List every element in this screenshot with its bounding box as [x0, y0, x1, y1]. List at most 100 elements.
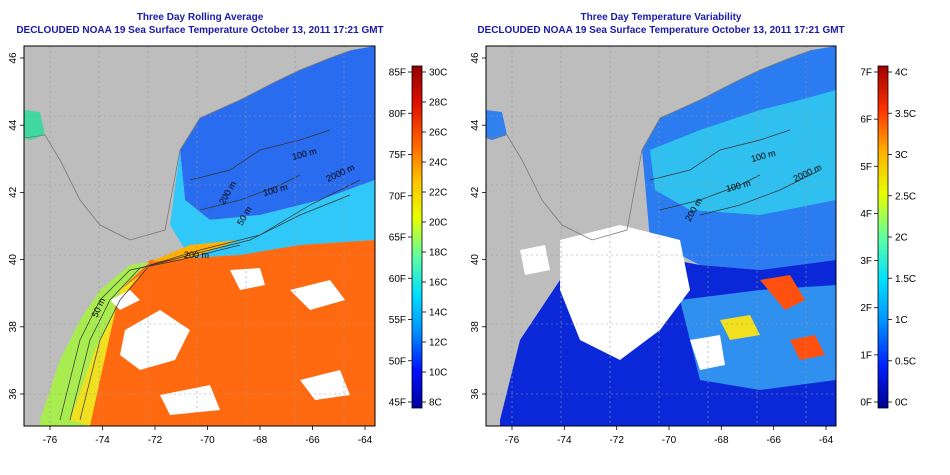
colorbar-label-c: 1C [895, 315, 908, 326]
coastline [24, 49, 353, 241]
map-right [486, 46, 836, 426]
colorbar-label-c: 2C [895, 233, 908, 244]
sst-coastal-green [40, 262, 150, 426]
cloud-gap [690, 335, 725, 370]
contour-label: 200 m [184, 250, 209, 260]
x-tick-label: -72 [148, 435, 163, 446]
colorbar-label-c: 1.5C [895, 274, 916, 285]
colorbar-label-f: 1F [860, 350, 872, 361]
x-tick-label: -72 [609, 435, 624, 446]
y-tick-label: 38 [470, 321, 481, 333]
colorbar-label-f: 6F [860, 115, 872, 126]
y-tick-label: 36 [470, 388, 481, 400]
colorbar-right [877, 65, 889, 409]
cloud-gap [300, 370, 350, 400]
y-tick-label: 36 [8, 388, 19, 400]
graticule [486, 46, 836, 426]
sst-north-cold [180, 46, 375, 220]
x-tick-label: -70 [662, 435, 677, 446]
cloud-gap [120, 310, 190, 370]
map-title-left: Three Day Rolling Average DECLOUDED NOAA… [0, 11, 400, 37]
y-tick-label: 38 [8, 321, 19, 333]
var-hot-streak [790, 335, 825, 360]
sst-coastal-yellow [70, 275, 140, 426]
x-tick-label: -66 [766, 435, 781, 446]
graticule [24, 46, 375, 426]
cloud-gap [160, 385, 220, 415]
colorbar-label-c: 0.5C [895, 356, 916, 367]
cloud-gap [230, 268, 265, 290]
colorbar-label-f: 3F [860, 256, 872, 267]
colorbar-label-c: 16C [429, 278, 447, 289]
colorbar-label-f: 75F [389, 150, 406, 161]
x-tick-label: -76 [505, 435, 520, 446]
colorbar-label-c: 8C [429, 398, 442, 409]
colorbar-right-labels: 7F 6F 5F 4F 3F 2F 1F 0F 4C 3.5C 3C 2.5C 2C 1.5C 1C 0.5C… [860, 68, 916, 409]
x-tick-label: -68 [714, 435, 729, 446]
colorbar-label-c: 4C [895, 68, 908, 79]
colorbar-left-labels: 85F 80F 75F 70F 65F 60F 55F 50F 45F 30C 28C 26C 24C 2… [389, 68, 448, 409]
x-tick-label: -76 [43, 435, 58, 446]
bathymetry-contours [649, 129, 821, 216]
y-tick-label: 46 [8, 52, 19, 64]
colorbar-label-c: 3.5C [895, 109, 916, 120]
colorbar-label-c: 14C [429, 308, 447, 319]
colorbar-label-f: 5F [860, 162, 872, 173]
map-title: Three Day Rolling Average [136, 12, 264, 23]
map-title: Three Day Temperature Variability [580, 12, 742, 23]
map-title-right: Three Day Temperature Variability DECLOU… [461, 11, 861, 37]
y-tick-label: 42 [8, 186, 19, 198]
bathymetry-contours [59, 129, 361, 421]
colorbar-label-f: 50F [389, 356, 406, 367]
map-subtitle: DECLOUDED NOAA 19 Sea Surface Temperatur… [16, 25, 384, 36]
colorbar-label-c: 12C [429, 338, 447, 349]
colorbar-label-f: 2F [860, 303, 872, 314]
cloud-gap [520, 245, 550, 275]
x-tick-label: -64 [358, 435, 373, 446]
x-tick-label: -74 [557, 435, 572, 446]
sst-nw-green [24, 110, 45, 140]
var-hot-streak [720, 315, 760, 340]
colorbar-label-f: 80F [389, 109, 406, 120]
x-tick-label: -64 [819, 435, 834, 446]
colorbar-label-c: 30C [429, 68, 447, 79]
colorbar-label-f: 45F [389, 398, 406, 409]
colorbar-label-c: 22C [429, 188, 447, 199]
map-frame-right [485, 45, 837, 427]
cloud-gap [560, 225, 690, 360]
colorbar-label-f: 55F [389, 315, 406, 326]
colorbar-label-f: 0F [860, 398, 872, 409]
colorbar-label-c: 0C [895, 398, 908, 409]
colorbar-label-f: 65F [389, 233, 406, 244]
x-tick-label: -66 [305, 435, 320, 446]
colorbar-left [411, 65, 423, 409]
colorbar-label-c: 24C [429, 158, 447, 169]
y-tick-label: 46 [470, 52, 481, 64]
y-tick-label: 40 [8, 254, 19, 266]
y-tick-label: 42 [470, 186, 481, 198]
colorbar-label-c: 10C [429, 368, 447, 379]
map-frame-left [23, 45, 376, 427]
sst-shelf-cyan [170, 150, 375, 258]
var-shelf-cyan [650, 90, 836, 215]
var-hot-streak [760, 275, 805, 310]
axes-left: -76 -74 -72 -70 -68 -66 -64 36 38 40 42 44 46 [8, 52, 373, 446]
colorbar-label-f: 85F [389, 68, 406, 79]
colorbar-label-f: 7F [860, 68, 872, 79]
colorbar-label-c: 20C [429, 218, 447, 229]
y-tick-label: 44 [470, 119, 481, 131]
var-nw-spot [486, 110, 507, 140]
colorbar-label-c: 26C [429, 128, 447, 139]
y-tick-label: 40 [470, 254, 481, 266]
colorbar-label-c: 28C [429, 98, 447, 109]
colorbar-label-c: 3C [895, 150, 908, 161]
map-left [24, 46, 375, 426]
axes-right: -76 -74 -72 -70 -68 -66 -64 36 38 40 42 44 46 [470, 52, 834, 446]
x-tick-label: -68 [253, 435, 268, 446]
colorbar-label-f: 4F [860, 209, 872, 220]
colorbar-label-c: 18C [429, 248, 447, 259]
x-tick-label: -70 [200, 435, 215, 446]
coastline [486, 49, 813, 241]
map-subtitle: DECLOUDED NOAA 19 Sea Surface Temperatur… [477, 25, 845, 36]
